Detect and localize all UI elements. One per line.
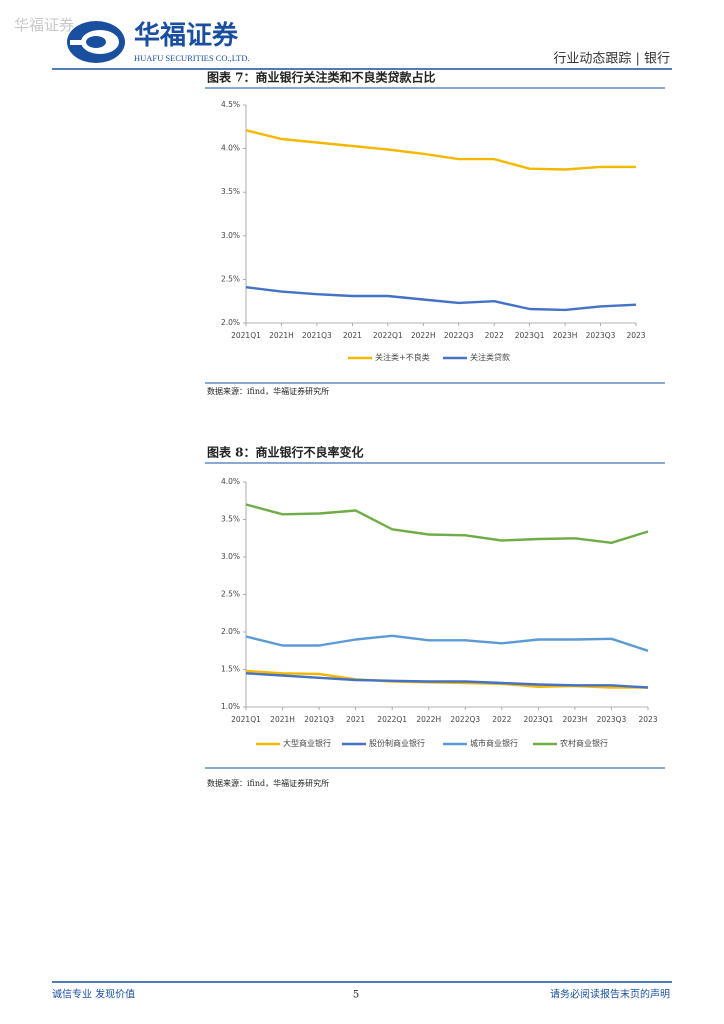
x-tick-label: 2023Q1 (515, 331, 545, 340)
x-tick-label: 2021 (343, 331, 362, 340)
legend-label: 大型商业银行 (283, 738, 331, 748)
logo-cn: 华福证券 (134, 20, 239, 51)
y-tick-label: 1.0% (221, 702, 240, 711)
legend-label: 股份制商业银行 (369, 738, 425, 748)
logo-icon (67, 21, 125, 63)
y-tick-label: 4.5% (221, 100, 240, 109)
y-tick-label: 2.5% (221, 590, 240, 599)
x-tick-label: 2023Q1 (523, 715, 553, 724)
report-type: 行业动态跟踪 | 银行 (553, 52, 670, 67)
x-tick-label: 2021Q1 (231, 331, 261, 340)
series-line (245, 634, 649, 652)
source-note: 数据来源：ifind，华福证券研究所 (207, 386, 329, 396)
series-line (245, 129, 636, 171)
chart-title: 图表 8：商业银行不良率变化 (207, 445, 364, 460)
x-tick-label: 2021Q3 (304, 715, 334, 724)
x-tick-label: 2023Q3 (597, 715, 627, 724)
y-tick-label: 4.0% (221, 144, 240, 153)
watermark: 华福证券 (14, 16, 74, 34)
logo-en: HUAFU SECURITIES CO.,LTD. (134, 53, 250, 63)
chart-title: 图表 7：商业银行关注类和不良类贷款占比 (207, 70, 436, 85)
series-line (245, 503, 649, 544)
x-tick-label: 2022 (485, 331, 504, 340)
x-tick-label: 2023 (626, 331, 645, 340)
x-tick-label: 2023H (553, 331, 578, 340)
y-tick-label: 3.0% (221, 552, 240, 561)
x-tick-label: 2022Q1 (373, 331, 403, 340)
y-tick-label: 3.5% (221, 187, 240, 196)
x-tick-label: 2021 (346, 715, 365, 724)
x-tick-label: 2021H (270, 715, 295, 724)
y-tick-label: 4.0% (221, 477, 240, 486)
y-tick-label: 1.5% (221, 665, 240, 674)
footer-slogan: 诚信专业 发现价值 (52, 988, 135, 1001)
legend-label: 城市商业银行 (470, 738, 518, 748)
y-tick-label: 3.0% (221, 231, 240, 240)
x-tick-label: 2022H (416, 715, 441, 724)
x-tick-label: 2022H (411, 331, 436, 340)
series-line (245, 286, 637, 312)
footer-disclaimer: 请务必阅读报告末页的声明 (550, 988, 670, 1001)
x-tick-label: 2021Q3 (302, 331, 332, 340)
legend-label: 关注类+不良类 (375, 352, 430, 362)
x-tick-label: 2021H (269, 331, 294, 340)
legend-label: 关注类贷款 (470, 352, 510, 362)
x-tick-label: 2023Q3 (586, 331, 616, 340)
source-note: 数据来源：ifind，华福证券研究所 (207, 778, 329, 788)
x-tick-label: 2023H (563, 715, 588, 724)
series-line (245, 672, 649, 689)
legend-label: 农村商业银行 (560, 738, 608, 748)
x-tick-label: 2021Q1 (231, 715, 261, 724)
y-tick-label: 3.5% (221, 515, 240, 524)
y-tick-label: 2.0% (221, 318, 240, 327)
y-tick-label: 2.5% (221, 274, 240, 283)
y-tick-label: 2.0% (221, 627, 240, 636)
x-tick-label: 2022Q3 (450, 715, 480, 724)
x-tick-label: 2022Q1 (377, 715, 407, 724)
x-tick-label: 2022Q3 (444, 331, 474, 340)
x-tick-label: 2023 (638, 715, 657, 724)
x-tick-label: 2022 (492, 715, 511, 724)
page-number: 5 (353, 990, 359, 1001)
